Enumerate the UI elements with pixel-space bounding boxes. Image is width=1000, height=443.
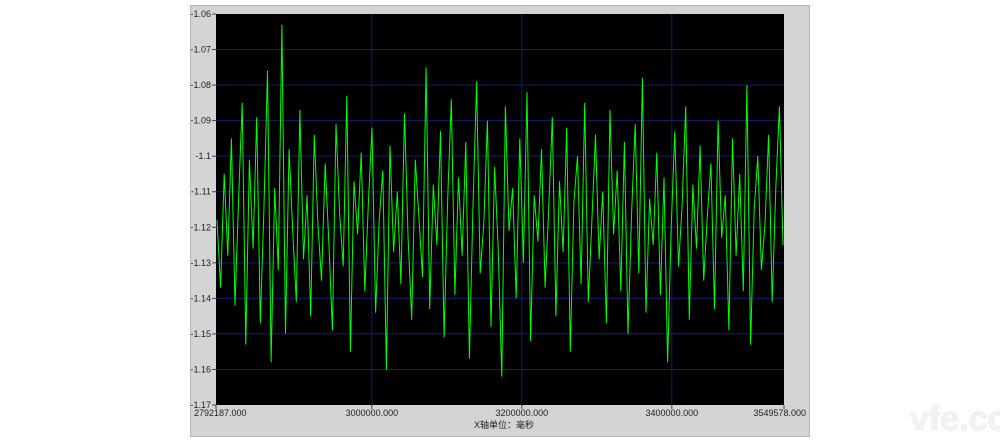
x-axis-label: X轴单位：毫秒 [474, 420, 535, 430]
x-tick-label: 3549578.000 [753, 408, 806, 418]
x-tick-label: 2792187.000 [194, 408, 247, 418]
y-tick-label: -1.08 [190, 80, 211, 90]
x-tick-label: 3200000.000 [496, 408, 549, 418]
watermark: vfe.cc [910, 400, 1000, 438]
y-tick-label: -1.14 [190, 293, 211, 303]
y-tick-label: -1.07 [190, 45, 211, 55]
y-tick-label: -1.16 [190, 364, 211, 374]
y-tick-label: -1.17 [190, 400, 211, 410]
y-tick-label: -1.09 [190, 116, 211, 126]
x-tick-label: 3000000.000 [346, 408, 399, 418]
plot-area [216, 14, 784, 405]
y-tick-label: -1.11 [191, 187, 211, 197]
y-tick-label: -1.1 [195, 151, 211, 161]
signal-line [216, 24, 784, 377]
y-tick-label: -1.13 [190, 258, 211, 268]
y-tick-label: -1.06 [190, 9, 211, 19]
y-tick-label: -1.12 [190, 222, 211, 232]
y-tick-label: -1.15 [190, 329, 211, 339]
x-tick-label: 3400000.000 [646, 408, 699, 418]
